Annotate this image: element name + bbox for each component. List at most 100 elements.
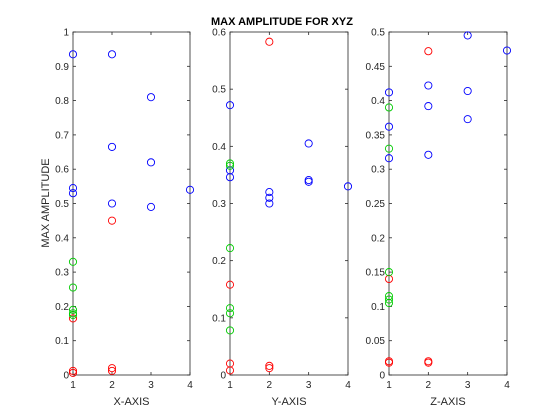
y-tick-label: 0: [220, 371, 226, 382]
y-tick-label: 0.3: [55, 268, 69, 279]
data-point: [265, 188, 274, 197]
y-tick-label: 0.2: [212, 256, 226, 267]
data-point: [107, 199, 117, 208]
series-2: [225, 37, 274, 375]
data-point: [424, 358, 433, 367]
data-point: [502, 46, 512, 55]
data-point: [68, 283, 78, 292]
y-tick-label: 0.35: [366, 130, 386, 141]
data-point: [225, 304, 235, 313]
data-point: [384, 295, 394, 304]
y-tick-label: 0.2: [55, 302, 69, 313]
data-point: [225, 309, 235, 318]
x-axis-label: Y-AXIS: [271, 396, 306, 408]
data-point: [225, 244, 235, 253]
y-tick-label: 0.4: [55, 233, 69, 244]
data-point: [68, 305, 78, 314]
data-point: [384, 154, 394, 163]
data-point: [424, 150, 433, 159]
data-point: [304, 139, 313, 148]
data-point: [68, 257, 78, 266]
series-3: [225, 159, 235, 335]
y-tick-label: 0.7: [55, 130, 69, 141]
y-tick-label: 0.2: [371, 233, 385, 244]
data-point: [107, 142, 117, 151]
y-tick-label: 0.1: [55, 336, 69, 347]
x-tick-label: 3: [306, 380, 312, 391]
x-tick-label: 4: [345, 380, 351, 391]
x-tick-label: 1: [227, 380, 233, 391]
y-tick-label: 0.1: [212, 313, 226, 324]
y-tick-label: 0.9: [55, 62, 69, 73]
subplot-3: 1 2 3 4 0 0.05 0.1 0.15 0.2 0.25 0.3 0.35 0.4 0.45 0.5…: [366, 28, 512, 408]
data-point: [107, 364, 117, 373]
x-tick-label: 4: [187, 380, 193, 391]
data-point: [463, 86, 472, 96]
x-tick-label: 3: [148, 380, 154, 391]
y-tick-label: 0.5: [55, 199, 69, 210]
data-point: [146, 158, 156, 167]
data-point: [384, 144, 394, 153]
data-point: [265, 193, 274, 202]
series-2: [384, 47, 433, 367]
data-point: [68, 310, 78, 320]
y-tick-label: 0.8: [55, 96, 69, 107]
data-point: [225, 159, 235, 168]
y-tick-label: 0.05: [366, 336, 386, 347]
x-tick-label: 4: [504, 380, 510, 391]
y-tick-label: 0.4: [212, 142, 226, 153]
data-point: [463, 115, 472, 124]
x-tick-label: 2: [426, 380, 432, 391]
data-point: [424, 81, 433, 90]
y-tick-label: 0.3: [212, 199, 226, 210]
data-point: [68, 368, 78, 377]
data-point: [68, 366, 78, 375]
x-tick-label: 1: [386, 380, 392, 391]
data-point: [225, 101, 235, 110]
y-tick-label: 0.5: [371, 28, 385, 39]
data-point: [265, 199, 274, 208]
x-tick-label: 1: [70, 380, 76, 391]
data-point: [343, 182, 353, 191]
data-point: [384, 122, 394, 131]
data-point: [225, 173, 235, 182]
data-point: [225, 366, 235, 375]
x-tick-label: 2: [267, 380, 273, 391]
y-tick-label: 0.25: [366, 199, 386, 210]
x-axis-label: X-AXIS: [113, 396, 149, 408]
series-1: [225, 101, 353, 208]
data-point: [424, 102, 433, 111]
series-2: [68, 216, 117, 377]
series-3: [384, 103, 394, 308]
y-tick-label: 0.4: [371, 96, 385, 107]
subplots: 1 2 3 4 0 0.1 0.2 0.3 0.4 0.5 0.6 0.7 0.8 0.9 1 X-AXIS 1…: [55, 28, 512, 408]
x-tick-label: 2: [109, 380, 115, 391]
data-point: [424, 47, 433, 56]
data-point: [107, 366, 117, 375]
data-point: [265, 361, 274, 370]
data-point: [384, 298, 394, 308]
data-point: [225, 161, 235, 170]
data-point: [384, 103, 394, 112]
data-point: [68, 50, 78, 59]
data-point: [68, 314, 78, 323]
subplot-2: 1 2 3 4 0 0.1 0.2 0.3 0.4 0.5 0.6 Y-AXIS: [212, 28, 353, 408]
data-point: [265, 364, 274, 373]
data-point: [384, 358, 394, 367]
data-point: [304, 177, 313, 186]
data-point: [146, 93, 156, 102]
subplot-1: 1 2 3 4 0 0.1 0.2 0.3 0.4 0.5 0.6 0.7 0.8 0.9 1 X-AXIS: [55, 28, 195, 408]
data-point: [225, 280, 235, 289]
y-tick-label: 0.6: [212, 28, 226, 39]
y-tick-label: 0: [63, 371, 69, 382]
y-tick-label: 0.1: [371, 302, 385, 313]
series-1: [384, 31, 512, 163]
data-point: [384, 88, 394, 97]
y-tick-label: 0.45: [366, 62, 386, 73]
x-tick-label: 3: [465, 380, 471, 391]
axes-box: [72, 31, 191, 376]
series-1: [68, 50, 195, 211]
y-tick-label: 0.5: [212, 85, 226, 96]
data-point: [225, 326, 235, 335]
